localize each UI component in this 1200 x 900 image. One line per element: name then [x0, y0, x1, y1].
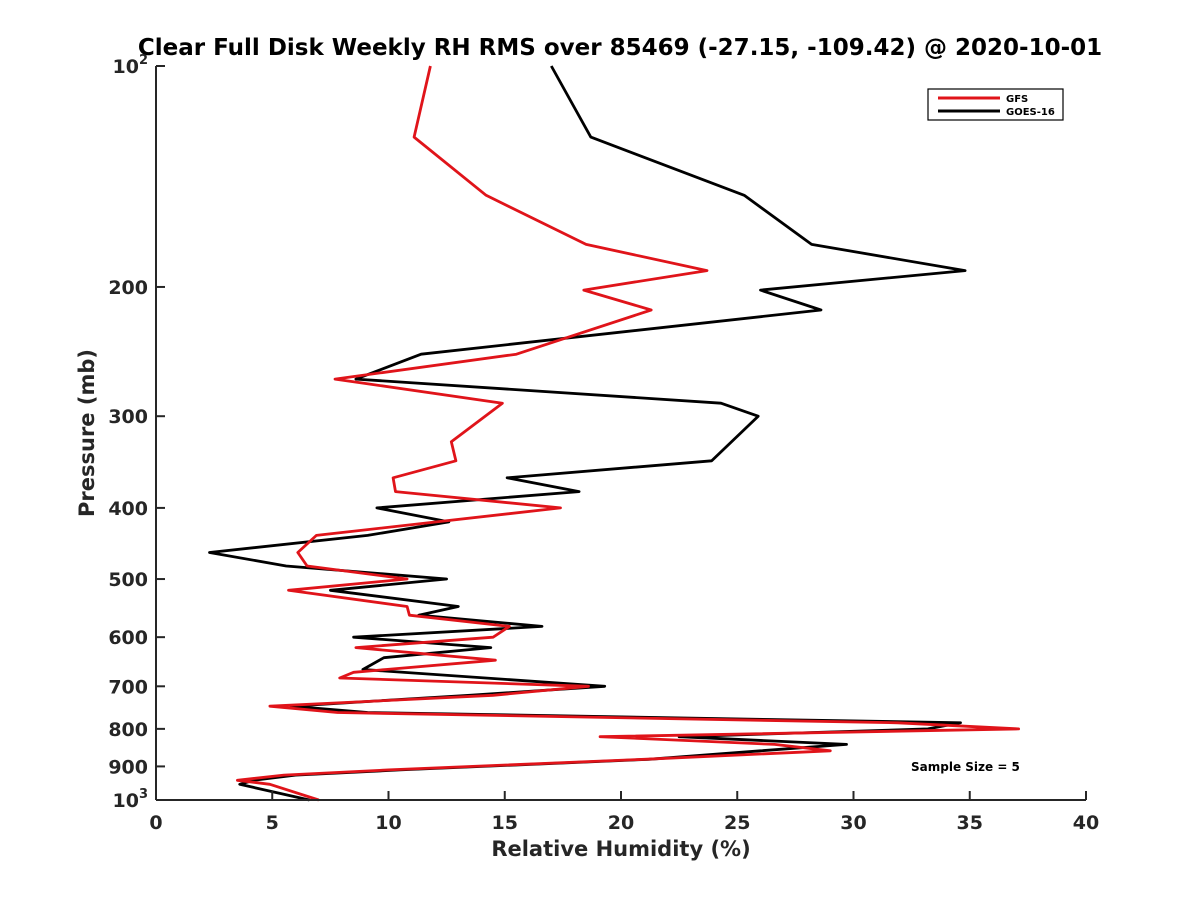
x-ticks: 0 5 10 15 20 25 30 35 40 [149, 791, 1099, 834]
y-tick-label: 103 [113, 787, 149, 812]
series-layer [208, 65, 1020, 802]
legend: GFS GOES-16 [927, 88, 1064, 121]
x-tick-label: 30 [840, 812, 866, 834]
x-tick-label: 5 [266, 812, 279, 834]
legend-box [927, 88, 1064, 121]
sample-size-annotation: Sample Size = 5 [911, 760, 1020, 774]
x-tick-label: 25 [724, 812, 750, 834]
x-tick-label: 15 [492, 812, 518, 834]
series-line-gfs [235, 65, 1020, 802]
legend-label-gfs: GFS [1006, 94, 1028, 105]
y-tick-label: 500 [108, 569, 148, 591]
x-tick-label: 0 [149, 812, 162, 834]
x-tick-label: 10 [375, 812, 401, 834]
y-tick-label: 700 [108, 676, 148, 698]
x-axis-label: Relative Humidity (%) [491, 837, 750, 861]
y-tick-label: 300 [108, 406, 148, 428]
y-tick-label: 600 [108, 627, 148, 649]
y-axis-label: Pressure (mb) [75, 349, 99, 517]
legend-label-goes16: GOES-16 [1006, 107, 1055, 118]
x-tick-label: 20 [608, 812, 634, 834]
y-tick-label: 900 [108, 756, 148, 778]
x-tick-label: 40 [1073, 812, 1099, 834]
series-line-goes-16 [208, 65, 967, 802]
y-tick-label: 102 [113, 53, 149, 78]
y-tick-label: 400 [108, 498, 148, 520]
y-ticks: 102 200 300 400 500 600 700 800 900 103 [108, 53, 165, 812]
y-tick-label: 200 [108, 277, 148, 299]
x-tick-label: 35 [957, 812, 983, 834]
y-tick-label: 800 [108, 719, 148, 741]
chart-title: Clear Full Disk Weekly RH RMS over 85469… [138, 35, 1102, 61]
